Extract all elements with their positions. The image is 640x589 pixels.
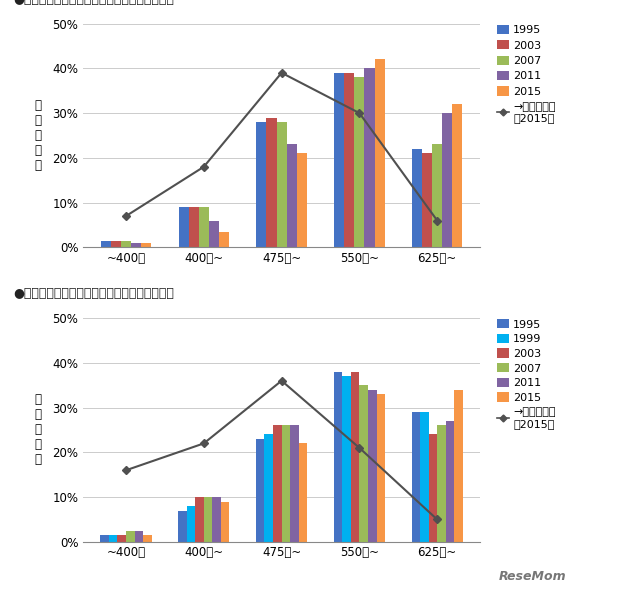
Bar <box>264 435 273 542</box>
Bar <box>446 421 454 542</box>
Bar <box>178 511 187 542</box>
Bar <box>282 425 290 542</box>
Bar <box>273 425 282 542</box>
Bar <box>420 412 429 542</box>
Bar <box>290 425 299 542</box>
Bar <box>212 497 221 542</box>
Bar <box>374 59 385 247</box>
Bar <box>422 153 432 247</box>
Bar <box>351 372 360 542</box>
Bar <box>256 122 266 247</box>
Bar <box>360 385 368 542</box>
Bar <box>121 241 131 247</box>
Line: →国際中央値
（2015）: →国際中央値 （2015） <box>124 378 440 522</box>
Bar <box>297 153 307 247</box>
Bar <box>412 412 420 542</box>
Bar <box>143 535 152 542</box>
Bar <box>429 435 437 542</box>
→国際中央値
（2015） <box>278 377 285 384</box>
Bar <box>189 207 199 247</box>
Bar <box>126 531 134 542</box>
Bar <box>187 506 195 542</box>
Bar <box>221 502 230 542</box>
Bar <box>344 73 355 247</box>
Bar <box>199 207 209 247</box>
→国際中央値
（2015） <box>356 110 364 117</box>
→国際中央値
（2015） <box>356 444 364 451</box>
Bar <box>299 444 307 542</box>
Text: ReseMom: ReseMom <box>499 570 567 583</box>
Text: ●習熟度別の児童の割合の経年変化（小学校）: ●習熟度別の児童の割合の経年変化（小学校） <box>13 0 173 6</box>
Bar <box>376 394 385 542</box>
→国際中央値
（2015） <box>200 163 207 170</box>
Bar <box>100 535 109 542</box>
Bar <box>364 68 374 247</box>
Bar <box>432 144 442 247</box>
Bar <box>333 372 342 542</box>
Bar <box>209 220 219 247</box>
Bar <box>437 425 446 542</box>
Bar <box>134 531 143 542</box>
Bar <box>131 243 141 247</box>
Bar <box>266 118 276 247</box>
Bar <box>334 73 344 247</box>
→国際中央値
（2015） <box>122 213 130 220</box>
Bar <box>100 241 111 247</box>
Legend: 1995, 1999, 2003, 2007, 2011, 2015, →国際中央値
（2015）: 1995, 1999, 2003, 2007, 2011, 2015, →国際中… <box>497 319 556 429</box>
Text: ●習熟度別の生徒の割合の経年変化（中学校）: ●習熟度別の生徒の割合の経年変化（中学校） <box>13 287 173 300</box>
Line: →国際中央値
（2015）: →国際中央値 （2015） <box>124 70 440 223</box>
Bar <box>355 77 364 247</box>
→国際中央値
（2015） <box>200 440 207 447</box>
Bar <box>141 243 151 247</box>
→国際中央値
（2015） <box>433 217 441 224</box>
Bar <box>195 497 204 542</box>
Bar <box>179 207 189 247</box>
Bar <box>454 390 463 542</box>
Y-axis label: 生
徒
の
割
合: 生 徒 の 割 合 <box>34 393 41 466</box>
Bar <box>111 241 121 247</box>
→国際中央値
（2015） <box>278 70 285 77</box>
Bar <box>368 390 376 542</box>
Bar <box>342 376 351 542</box>
Bar <box>412 149 422 247</box>
Bar <box>442 113 452 247</box>
Bar <box>287 144 297 247</box>
Bar <box>109 535 117 542</box>
Bar <box>452 104 463 247</box>
→国際中央値
（2015） <box>433 516 441 523</box>
Bar <box>204 497 212 542</box>
Legend: 1995, 2003, 2007, 2011, 2015, →国際中央値
（2015）: 1995, 2003, 2007, 2011, 2015, →国際中央値 （20… <box>497 25 556 124</box>
Bar <box>276 122 287 247</box>
Bar <box>256 439 264 542</box>
Y-axis label: 児
童
の
割
合: 児 童 の 割 合 <box>34 99 41 172</box>
→国際中央値
（2015） <box>122 466 130 474</box>
Bar <box>219 231 229 247</box>
Bar <box>117 535 126 542</box>
